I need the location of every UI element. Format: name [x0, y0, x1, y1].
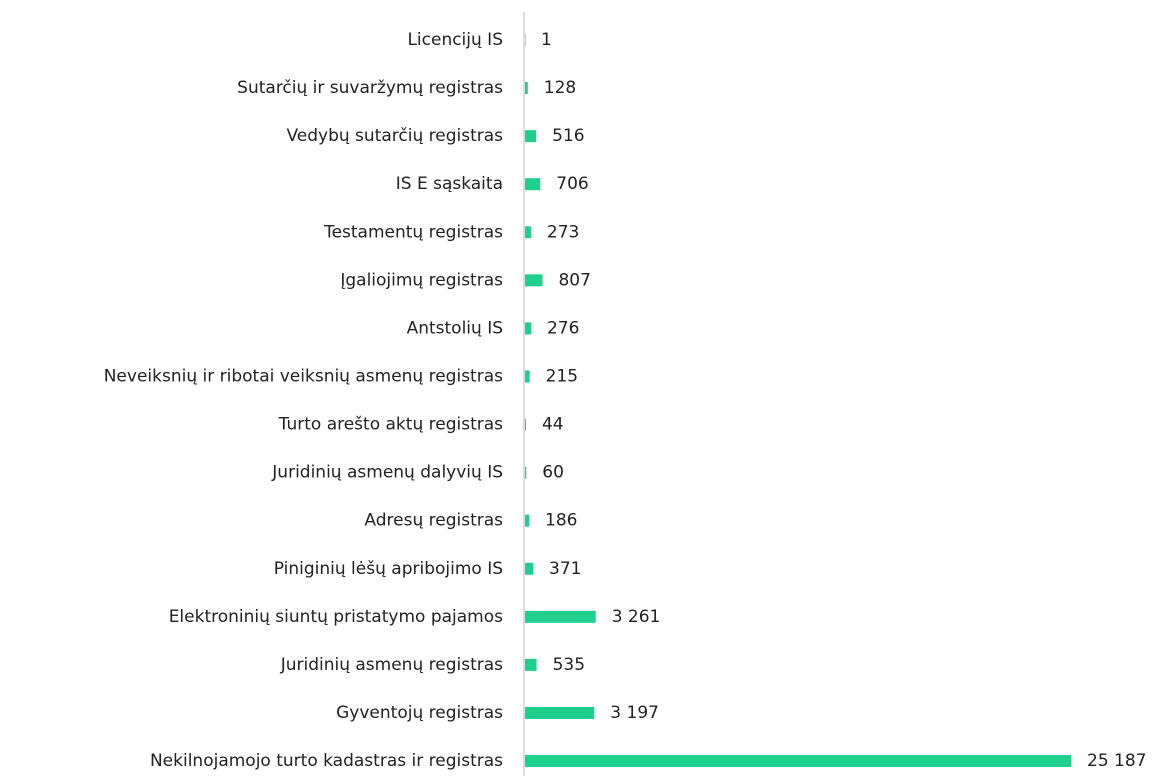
category-label: Piniginių lėšų apribojimo IS	[274, 559, 503, 579]
category-label: Licencijų IS	[407, 30, 503, 50]
value-label: 44	[542, 415, 564, 435]
category-label: Neveiksnių ir ribotai veiksnių asmenų re…	[104, 366, 503, 386]
value-label: 3 261	[612, 607, 661, 627]
category-label: Adresų registras	[364, 511, 503, 531]
category-label: IS E sąskaita	[396, 174, 503, 194]
bar	[525, 610, 596, 623]
value-label: 186	[545, 511, 577, 531]
value-label: 128	[544, 78, 576, 98]
bar	[525, 178, 541, 191]
category-label: Sutarčių ir suvaržymų registras	[237, 78, 503, 98]
value-label: 807	[558, 270, 590, 290]
category-label: Juridinių asmenų registras	[280, 655, 503, 675]
value-label: 516	[552, 126, 584, 146]
category-label: Antstolių IS	[407, 318, 503, 338]
value-label: 25 187	[1087, 751, 1146, 771]
value-label: 706	[556, 174, 588, 194]
bar	[525, 82, 528, 95]
category-label: Turto arešto aktų registras	[278, 415, 503, 435]
bar	[525, 370, 530, 383]
category-label: Vedybų sutarčių registras	[286, 126, 503, 146]
value-label: 371	[549, 559, 581, 579]
bar	[525, 34, 526, 46]
category-label: Juridinių asmenų dalyvių IS	[271, 463, 503, 483]
bar	[525, 226, 531, 239]
category-label: Elektroninių siuntų pristatymo pajamos	[169, 607, 503, 627]
bar	[525, 130, 537, 143]
value-label: 273	[547, 222, 579, 242]
bar	[525, 755, 1071, 768]
category-label: Testamentų registras	[323, 222, 503, 242]
value-label: 215	[546, 366, 578, 386]
bar	[525, 418, 526, 431]
bar	[525, 466, 527, 479]
value-label: 1	[541, 30, 552, 50]
bar	[525, 706, 595, 719]
category-label: Nekilnojamojo turto kadastras ir registr…	[150, 751, 503, 771]
value-label: 276	[547, 318, 579, 338]
value-label: 535	[553, 655, 585, 675]
value-label: 60	[542, 463, 564, 483]
bar	[525, 658, 537, 671]
value-label: 3 197	[610, 703, 659, 723]
category-label: Įgaliojimų registras	[340, 270, 503, 290]
bar	[525, 562, 534, 575]
bar	[525, 274, 543, 287]
category-label: Gyventojų registras	[336, 703, 503, 723]
bar	[525, 322, 531, 335]
bar	[525, 514, 530, 527]
